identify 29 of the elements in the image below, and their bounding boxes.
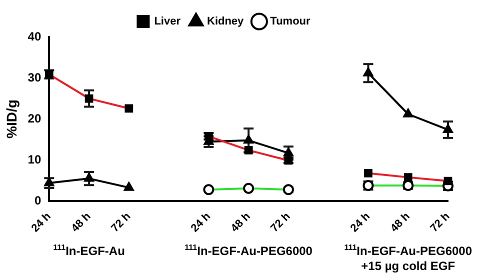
point — [403, 108, 414, 118]
y-tick-label: 10 — [28, 152, 42, 166]
y-tick-label: 30 — [28, 70, 42, 84]
legend-label: Tumour — [270, 16, 312, 28]
x-tick-label: 48 h — [388, 210, 413, 235]
y-tick-label: 0 — [34, 193, 42, 208]
text: $^{111}$In-EGF-Au-PEG6000 +15 µg cold EGF — [344, 242, 472, 274]
point — [84, 173, 94, 182]
x-tick-label: 24 h — [188, 210, 214, 235]
legend-label: Liver — [154, 16, 182, 28]
x-tick-label: 72 h — [428, 210, 452, 235]
point — [363, 68, 374, 76]
x-tick-label: 24 h — [29, 210, 54, 235]
text: $^{111}$In-EGF-Au-PEG6000 — [184, 242, 312, 259]
text: $^{111}$In-EGF-Au — [53, 242, 125, 259]
legend-label: Kidney — [207, 16, 245, 28]
point — [244, 134, 254, 144]
x-tick-label: 48 h — [69, 210, 94, 235]
y-tick-label: 20 — [28, 111, 42, 126]
y-axis-title: %ID/g — [3, 100, 20, 138]
x-tick-label: 72 h — [268, 210, 293, 235]
point — [124, 182, 134, 191]
point — [443, 124, 453, 133]
point — [44, 178, 54, 186]
x-tick-label: 72 h — [109, 210, 134, 235]
x-tick-label: 48 h — [228, 210, 254, 235]
y-tick-label: 40 — [28, 29, 42, 44]
point — [284, 148, 294, 156]
x-tick-label: 24 h — [348, 210, 373, 235]
